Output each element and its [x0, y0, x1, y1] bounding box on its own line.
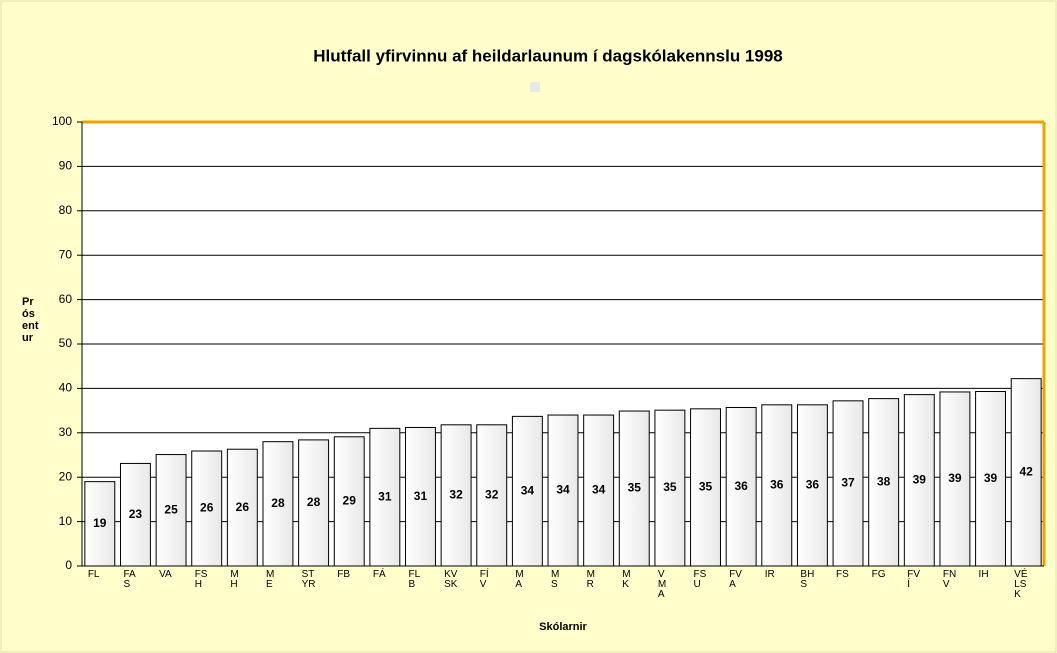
bar: [511, 415, 543, 567]
x-tick-label: MK: [622, 569, 631, 590]
x-tick-label: FSH: [194, 569, 208, 590]
bar: [654, 409, 686, 567]
bar: [333, 436, 365, 567]
x-tick-label: STYR: [301, 569, 316, 590]
data-label: 39: [984, 471, 998, 485]
x-tick-label: FSU: [693, 569, 707, 590]
data-label: 35: [663, 480, 677, 494]
data-label: 42: [1020, 464, 1034, 478]
data-label: 32: [449, 488, 463, 502]
y-tick-label: 30: [59, 425, 73, 439]
x-tick-label: FLB: [408, 569, 421, 590]
data-label: 31: [414, 489, 428, 503]
y-tick-label: 80: [59, 203, 73, 217]
x-tick-label: FNV: [942, 569, 957, 590]
bar: [690, 408, 721, 567]
decoration: [530, 82, 540, 92]
x-axis-label: Skólarnir: [539, 621, 587, 633]
bar: [618, 410, 650, 567]
bar: [298, 439, 330, 567]
x-tick-label: FÍV: [479, 569, 489, 590]
bar: [1010, 378, 1042, 567]
x-tick-label: MS: [551, 569, 560, 590]
data-label: 39: [913, 472, 927, 486]
data-label: 25: [164, 502, 178, 516]
y-tick-label: 70: [59, 247, 73, 261]
x-tick-label: IR: [764, 569, 775, 580]
bar: [405, 426, 436, 567]
data-label: 29: [343, 494, 357, 508]
x-tick-label: FG: [871, 569, 886, 580]
x-tick-label: FB: [337, 569, 350, 580]
x-tick-label: MR: [586, 569, 595, 590]
bar: [975, 391, 1007, 567]
bar: [440, 424, 472, 567]
bar: [583, 414, 615, 567]
x-tick-label: FVA: [729, 569, 742, 590]
data-label: 26: [236, 500, 250, 514]
x-tick-label: KVSK: [444, 569, 458, 590]
y-tick-label: 10: [59, 514, 73, 528]
data-label: 35: [628, 481, 642, 495]
data-label: 28: [271, 496, 285, 510]
data-label: 23: [129, 507, 143, 521]
bar: [262, 441, 294, 567]
bar: [832, 400, 864, 567]
data-label: 34: [556, 483, 570, 497]
data-label: 19: [93, 516, 107, 530]
y-tick-label: 50: [59, 336, 73, 350]
x-tick-label: IH: [978, 569, 989, 580]
y-tick-label: 90: [59, 159, 73, 173]
x-tick-label: MA: [515, 569, 524, 590]
data-label: 28: [307, 495, 321, 509]
bar: [191, 450, 223, 567]
y-tick-label: 60: [59, 292, 73, 306]
data-label: 38: [877, 474, 891, 488]
bar: [547, 414, 579, 567]
data-label: 36: [806, 478, 820, 492]
bar: [226, 448, 258, 567]
chart-title: Hlutfall yfirvinnu af heildarlaunum í da…: [313, 46, 783, 65]
bar: [761, 404, 793, 567]
bar: [868, 398, 900, 567]
x-tick-label: FAS: [123, 569, 136, 590]
y-tick-label: 0: [65, 558, 72, 572]
y-tick-label: 100: [52, 114, 72, 128]
x-tick-label: VA: [159, 569, 172, 580]
x-tick-label: VÉLSK: [1014, 569, 1028, 600]
bar: [369, 427, 401, 567]
x-tick-label: VMA: [657, 569, 667, 600]
bar: [725, 406, 757, 567]
x-tick-label: MH: [230, 569, 239, 590]
y-tick-label: 20: [59, 469, 73, 483]
y-tick-label: 40: [59, 381, 73, 395]
x-tick-label: FVÍ: [907, 569, 921, 590]
data-label: 32: [485, 488, 499, 502]
data-label: 36: [734, 479, 748, 493]
data-label: 37: [841, 476, 855, 490]
data-label: 34: [521, 483, 535, 497]
bar: [903, 394, 935, 567]
x-tick-label: ME: [265, 569, 275, 590]
x-tick-label: BHS: [800, 569, 815, 590]
data-label: 35: [699, 480, 713, 494]
data-label: 36: [770, 478, 784, 492]
data-label: 39: [948, 471, 962, 485]
y-axis-label: Prósentur: [22, 296, 39, 344]
x-tick-label: FL: [87, 569, 100, 580]
data-label: 31: [378, 489, 392, 503]
data-label: 26: [200, 501, 214, 515]
x-tick-label: FÁ: [372, 569, 386, 580]
data-label: 34: [592, 483, 606, 497]
x-tick-label: FS: [836, 569, 849, 580]
